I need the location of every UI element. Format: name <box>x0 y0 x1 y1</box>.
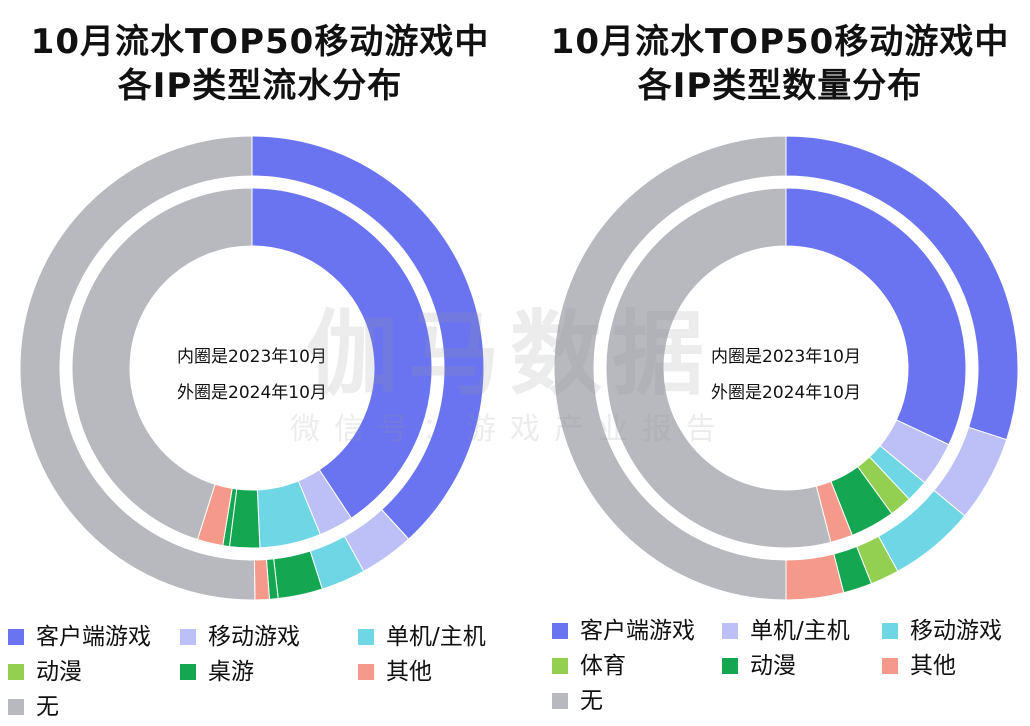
right-chart-title: 10月流水TOP50移动游戏中 各IP类型数量分布 <box>530 20 1030 108</box>
legend-swatch <box>882 623 898 639</box>
legend-label: 体育 <box>580 653 626 679</box>
legend-label: 移动游戏 <box>910 618 1002 644</box>
center-text-line-1: 内圈是2023年10月 <box>177 347 327 367</box>
legend-item-board-game: 桌游 <box>180 657 254 687</box>
legend-swatch <box>8 664 24 680</box>
legend-swatch <box>882 658 898 674</box>
outer-ring-slice-other <box>253 558 271 601</box>
legend-label: 无 <box>580 688 603 714</box>
outer-ring-slice-none <box>19 135 256 601</box>
legend-swatch <box>552 658 568 674</box>
legend-label: 无 <box>36 694 59 720</box>
legend-item-other: 其他 <box>358 657 432 687</box>
legend-swatch <box>358 629 374 645</box>
legend-label: 动漫 <box>36 659 82 685</box>
legend-swatch <box>358 664 374 680</box>
legend-item-mobile-game: 移动游戏 <box>180 622 300 652</box>
legend-label: 其他 <box>386 659 432 685</box>
inner-ring-slice-client-game <box>785 187 967 446</box>
legend-swatch <box>722 658 738 674</box>
legend-label: 移动游戏 <box>208 624 300 650</box>
legend-item-mobile-game: 移动游戏 <box>882 616 1002 646</box>
outer-ring-slice-none <box>553 135 787 601</box>
legend-item-none: 无 <box>8 692 59 722</box>
legend-label: 桌游 <box>208 659 254 685</box>
center-text-line-1: 内圈是2023年10月 <box>711 347 861 367</box>
legend-swatch <box>8 629 24 645</box>
legend-swatch <box>722 623 738 639</box>
legend-swatch <box>552 623 568 639</box>
inner-ring-slice-none <box>71 187 253 541</box>
outer-ring-slice-client-game <box>251 135 485 540</box>
legend-label: 其他 <box>910 653 956 679</box>
legend-item-client-game: 客户端游戏 <box>8 622 151 652</box>
legend-swatch <box>8 699 24 715</box>
right-title-line-1: 10月流水TOP50移动游戏中 <box>550 22 1010 62</box>
center-text-line-2: 外圈是2024年10月 <box>177 383 327 403</box>
legend-item-anime: 动漫 <box>8 657 82 687</box>
left-chart-title: 10月流水TOP50移动游戏中 各IP类型流水分布 <box>10 20 510 108</box>
outer-ring-slice-other <box>785 553 845 601</box>
legend-item-none: 无 <box>552 686 603 716</box>
legend-label: 客户端游戏 <box>36 624 151 650</box>
legend-swatch <box>552 693 568 709</box>
center-text-line-2: 外圈是2024年10月 <box>711 383 861 403</box>
legend-swatch <box>180 629 196 645</box>
legend-label: 动漫 <box>750 653 796 679</box>
legend-swatch <box>180 664 196 680</box>
right-title-line-2: 各IP类型数量分布 <box>637 66 923 106</box>
legend-item-console-pc: 单机/主机 <box>722 616 850 646</box>
legend-item-client-game: 客户端游戏 <box>552 616 695 646</box>
legend-item-sports: 体育 <box>552 651 626 681</box>
legend-item-console-pc: 单机/主机 <box>358 622 486 652</box>
legend-label: 单机/主机 <box>750 618 850 644</box>
legend-item-other: 其他 <box>882 651 956 681</box>
left-title-line-1: 10月流水TOP50移动游戏中 <box>30 22 490 62</box>
legend-item-anime: 动漫 <box>722 651 796 681</box>
inner-ring-slice-none <box>605 187 832 549</box>
left-title-line-2: 各IP类型流水分布 <box>117 66 403 106</box>
inner-ring-slice-client-game <box>251 187 433 519</box>
legend-label: 单机/主机 <box>386 624 486 650</box>
legend-label: 客户端游戏 <box>580 618 695 644</box>
